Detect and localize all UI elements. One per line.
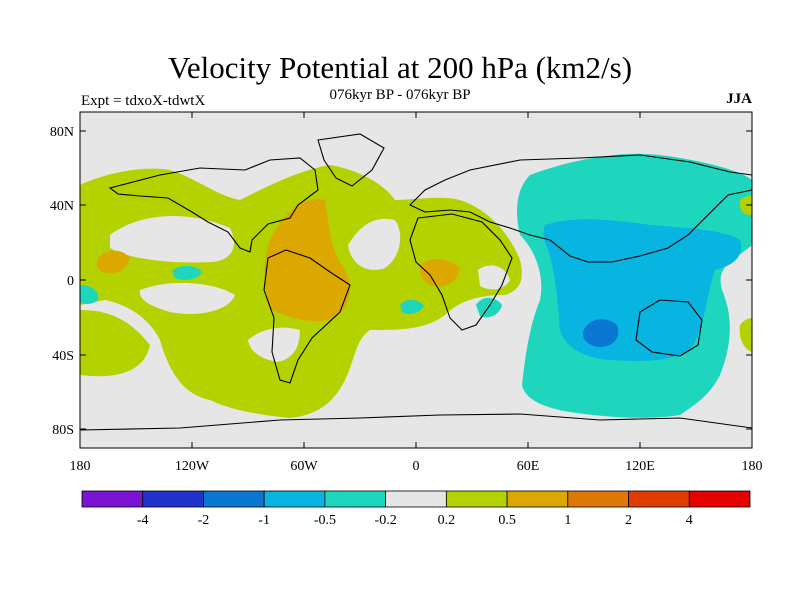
map-panel (80, 112, 752, 448)
colorbar-label: -1 (258, 513, 270, 528)
colorbar-swatch (445, 490, 508, 508)
colorbar-swatch (203, 490, 265, 508)
contour-neutral-north-pacific (110, 215, 234, 263)
colorbar-swatch (628, 490, 690, 508)
x-tick-label: 120W (175, 459, 210, 474)
contour-negative-south-atlantic (400, 299, 424, 314)
contour-neutral-south-pacific (248, 327, 300, 362)
contour-negative-east-africa (476, 297, 502, 318)
colorbar-swatch (142, 490, 204, 508)
contour-min-indian-ocean (582, 319, 619, 348)
x-tick-label: 180 (742, 459, 763, 474)
coast-south-america (263, 249, 351, 384)
coast-australia (635, 299, 703, 357)
x-tick-label: 180 (70, 459, 91, 474)
y-tick-label: 80N (50, 125, 74, 140)
colorbar: -4 -2 -1 -0.5 -0.2 0.2 0.5 1 2 4 (81, 490, 751, 528)
colorbar-swatch (385, 490, 447, 508)
colorbar-label: 0.2 (438, 513, 456, 528)
colorbar-swatch (567, 490, 629, 508)
contour-positive-dateline-east-2 (739, 318, 752, 352)
y-tick-label: 40S (52, 349, 74, 364)
colorbar-label: 4 (686, 513, 693, 528)
coast-antarctica (80, 413, 752, 431)
x-tick-label: 60W (290, 459, 318, 474)
contour-neutral-east-africa (478, 265, 510, 290)
contour-negative-dateline-west (80, 285, 99, 305)
coast-greenland (317, 133, 385, 187)
x-tick-label: 60E (517, 459, 540, 474)
coast-africa (409, 213, 513, 331)
colorbar-swatch (324, 490, 387, 508)
map-subtitle: 076kyr BP - 076kyr BP (329, 87, 471, 103)
map-axes: 180 120W 60W 0 60E 120E 180 80N 40N 0 40S 80S (50, 112, 763, 474)
contour-negative-pacific-patch (172, 265, 202, 280)
coast-north-america (108, 157, 319, 253)
y-tick-label: 80S (52, 423, 74, 438)
y-tick-label: 40N (50, 199, 74, 214)
contour-positive-dateline-east (739, 195, 752, 216)
colorbar-label: 2 (625, 513, 632, 528)
colorbar-label: 0.5 (498, 513, 516, 528)
colorbar-label: -0.2 (375, 513, 397, 528)
colorbar-swatch (506, 490, 569, 508)
x-tick-label: 120E (625, 459, 655, 474)
colorbar-swatch (81, 490, 144, 508)
colorbar-label: 1 (564, 513, 571, 528)
colorbar-label: -2 (198, 513, 210, 528)
contour-max-africa (419, 258, 460, 287)
contour-neutral-central-pacific (139, 282, 235, 315)
colorbar-swatch (688, 490, 751, 508)
contour-neutral-atlantic (348, 218, 401, 270)
coast-eurasia (409, 154, 752, 263)
contour-max-south-america (264, 199, 350, 322)
map-title: Velocity Potential at 200 hPa (km2/s) (167, 50, 633, 85)
experiment-label: Expt = tdxoX-tdwtX (81, 93, 206, 109)
colorbar-swatch (263, 490, 326, 508)
contour-max-pacific (96, 250, 130, 274)
colorbar-label: -4 (137, 513, 149, 528)
coastlines (80, 133, 752, 431)
x-tick-label: 0 (413, 459, 420, 474)
y-tick-label: 0 (67, 274, 74, 289)
colorbar-label: -0.5 (314, 513, 336, 528)
season-label: JJA (726, 91, 752, 107)
contour-positive-west-2 (80, 310, 150, 377)
